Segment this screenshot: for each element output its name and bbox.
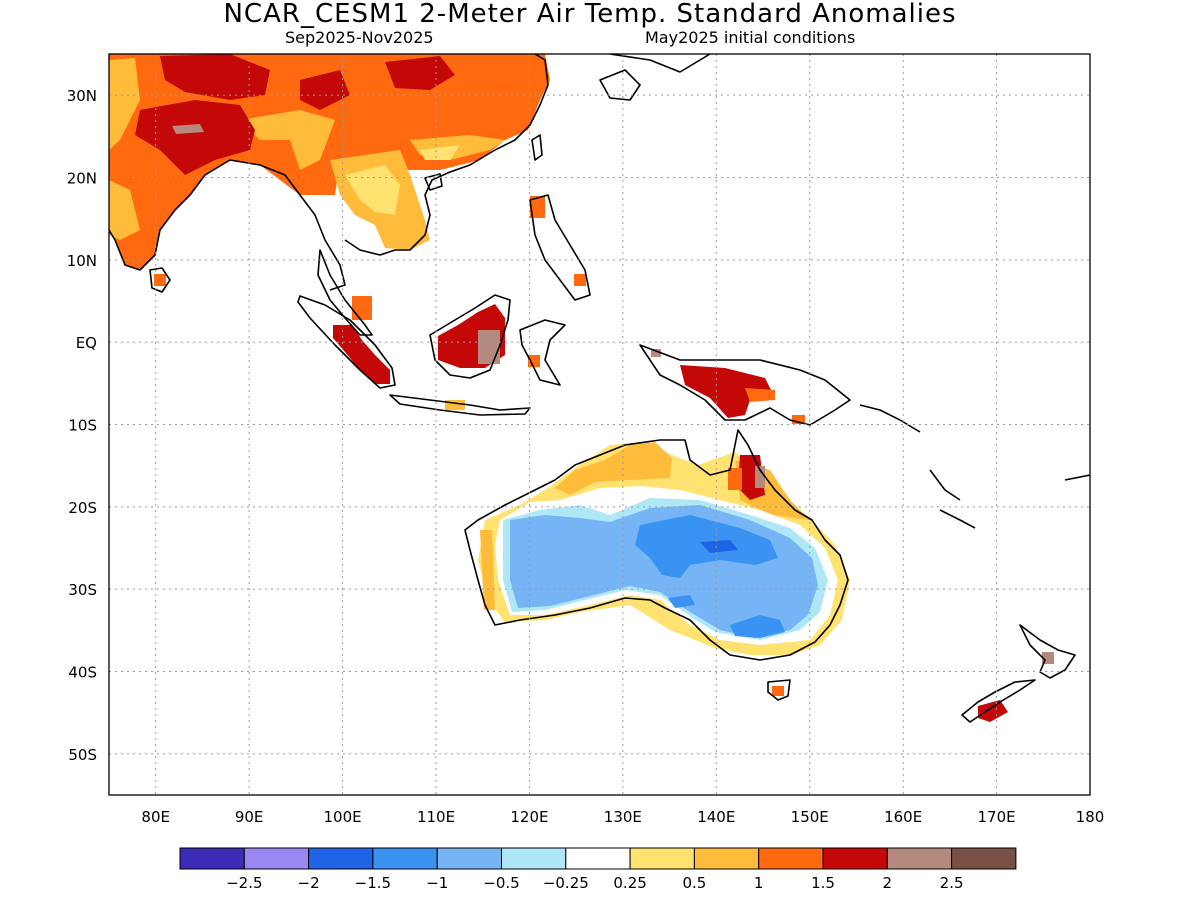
malaya-warm: [352, 296, 372, 320]
north-queensland-extreme: [755, 466, 765, 488]
legend-swatch: [758, 847, 824, 870]
lat-tick-label: 10S: [68, 417, 97, 435]
coast-japan: [599, 54, 711, 101]
longitude-labels: 80E 90E 100E 110E 120E 130E 140E 150E 160E 170E 18…: [141, 808, 1104, 826]
color-legend: −2.5 −2 −1.5 −1 −0.5 −0.25 0.25 0.5 1 1.5 2 2.5: [179, 847, 1017, 892]
legend-label: 0.5: [682, 874, 706, 892]
legend-label: −0.5: [483, 874, 519, 892]
forecast-period: Sep2025-Nov2025: [285, 28, 434, 47]
legend-swatch: [886, 847, 953, 870]
lon-tick-label: 110E: [417, 808, 455, 826]
legend-swatch: [565, 847, 631, 870]
legend-label: −1: [426, 874, 448, 892]
legend-label: 0.25: [613, 874, 646, 892]
new-guinea-extreme-warm: [651, 349, 661, 357]
new-guinea-warm-edge: [745, 388, 805, 424]
legend-label: −2.5: [226, 874, 262, 892]
taiwan-warm: [530, 196, 545, 218]
coast-sumatra: [297, 295, 396, 389]
asia-moderate-warm: [109, 58, 505, 240]
tasmania-warm: [772, 686, 784, 696]
australia-core-cool: [700, 540, 738, 553]
north-queensland-warm: [728, 468, 742, 490]
lat-tick-label: 30N: [67, 87, 97, 105]
legend-label: 1: [754, 874, 764, 892]
lat-tick-label: 30S: [68, 581, 97, 599]
australia-north-warm: [480, 442, 810, 610]
legend-label: 2.5: [940, 874, 964, 892]
lon-tick-label: 180: [1076, 808, 1105, 826]
coast-taiwan: [531, 134, 543, 161]
sulawesi-warm: [528, 355, 540, 367]
lat-tick-label: 50S: [68, 746, 97, 764]
lon-tick-label: 100E: [324, 808, 362, 826]
lon-tick-label: 160E: [884, 808, 922, 826]
lon-tick-label: 130E: [604, 808, 642, 826]
lat-tick-label: 20N: [67, 170, 97, 188]
lon-tick-label: 90E: [235, 808, 264, 826]
borneo-extreme-warm: [478, 330, 500, 364]
nz-south-strong-warm: [978, 700, 1008, 722]
anomaly-fields: [109, 54, 1054, 722]
lat-tick-label: 10N: [67, 252, 97, 270]
lon-tick-label: 170E: [978, 808, 1016, 826]
legend-label: −0.25: [543, 874, 589, 892]
coast-malaya: [317, 249, 373, 336]
coastlines: [109, 54, 1090, 723]
legend-swatch: [629, 847, 695, 870]
lon-tick-label: 140E: [697, 808, 735, 826]
initial-conditions: May2025 initial conditions: [645, 28, 856, 47]
philippines-warm: [574, 274, 586, 286]
sumatra-strong-warm: [333, 325, 390, 384]
australia-strong-cool: [635, 515, 785, 638]
lat-tick-label: 40S: [68, 664, 97, 682]
lat-tick-label: 20S: [68, 499, 97, 517]
map-title: NCAR_CESM1 2-Meter Air Temp. Standard An…: [223, 0, 957, 29]
coast-nz-south: [961, 679, 1036, 723]
legend-swatch: [436, 847, 503, 870]
coast-pacific-islands: [859, 404, 1090, 529]
latitude-labels: 30N 20N 10N EQ 10S 20S 30S 40S 50S: [67, 87, 97, 764]
legend-swatch: [243, 847, 310, 870]
indochina-mild: [345, 145, 460, 215]
map-frame: [108, 53, 1091, 796]
lat-tick-label: EQ: [76, 334, 97, 352]
sri-lanka-warm: [154, 274, 166, 286]
legend-swatch: [822, 847, 888, 870]
legend-swatch: [372, 847, 438, 870]
coast-sri-lanka: [149, 267, 171, 293]
lon-tick-label: 120E: [510, 808, 548, 826]
asia-extreme-warm: [172, 124, 204, 134]
legend-label: −1.5: [355, 874, 391, 892]
coast-philippines: [529, 194, 591, 301]
coast-australia: [464, 429, 849, 661]
legend-swatch: [693, 847, 760, 870]
graticule: [109, 54, 1090, 795]
asia-strong-warm: [135, 54, 455, 175]
legend-swatch: [308, 847, 374, 870]
coast-sulawesi: [519, 319, 566, 386]
legend-label: 1.5: [811, 874, 835, 892]
lon-tick-label: 150E: [791, 808, 829, 826]
legend-swatch: [951, 847, 1017, 870]
legend-swatch: [179, 847, 245, 870]
new-guinea-strong-warm: [680, 365, 775, 418]
coast-tasmania: [767, 679, 791, 701]
coast-nz-north: [1019, 624, 1076, 679]
coast-hainan: [424, 173, 443, 191]
coast-java: [389, 394, 531, 416]
legend-label: −2: [298, 874, 320, 892]
legend-swatch: [501, 847, 567, 870]
coast-borneo: [429, 294, 511, 379]
legend-label: 2: [883, 874, 893, 892]
lon-tick-label: 80E: [141, 808, 170, 826]
coast-new-guinea: [639, 344, 851, 426]
